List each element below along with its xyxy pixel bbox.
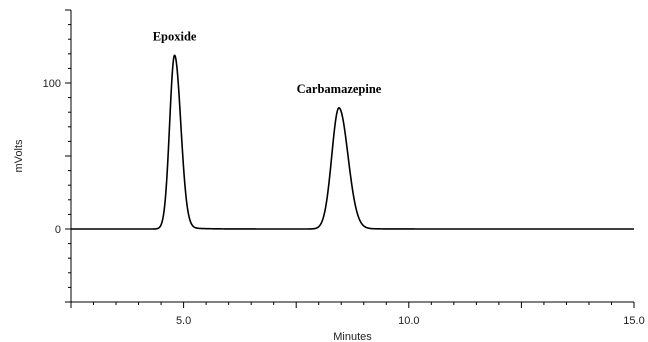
axes [70,10,634,303]
y-tick-label: 100 [43,78,61,90]
x-tick-label: 15.0 [623,315,644,327]
peak-label: Epoxide [153,30,197,44]
x-axis-label: Minutes [333,331,372,342]
chromatogram-trace [70,54,635,230]
peak-annotations: Epoxide Carbamazepine [153,30,382,97]
ticks: 5.0 10.0 15.0 0 100 [43,9,645,327]
peak-label: Carbamazepine [297,82,382,96]
y-axis-label: mVolts [13,139,25,173]
y-tick-label: 0 [55,224,61,236]
x-tick-label: 5.0 [176,315,191,327]
x-tick-label: 10.0 [398,315,419,327]
